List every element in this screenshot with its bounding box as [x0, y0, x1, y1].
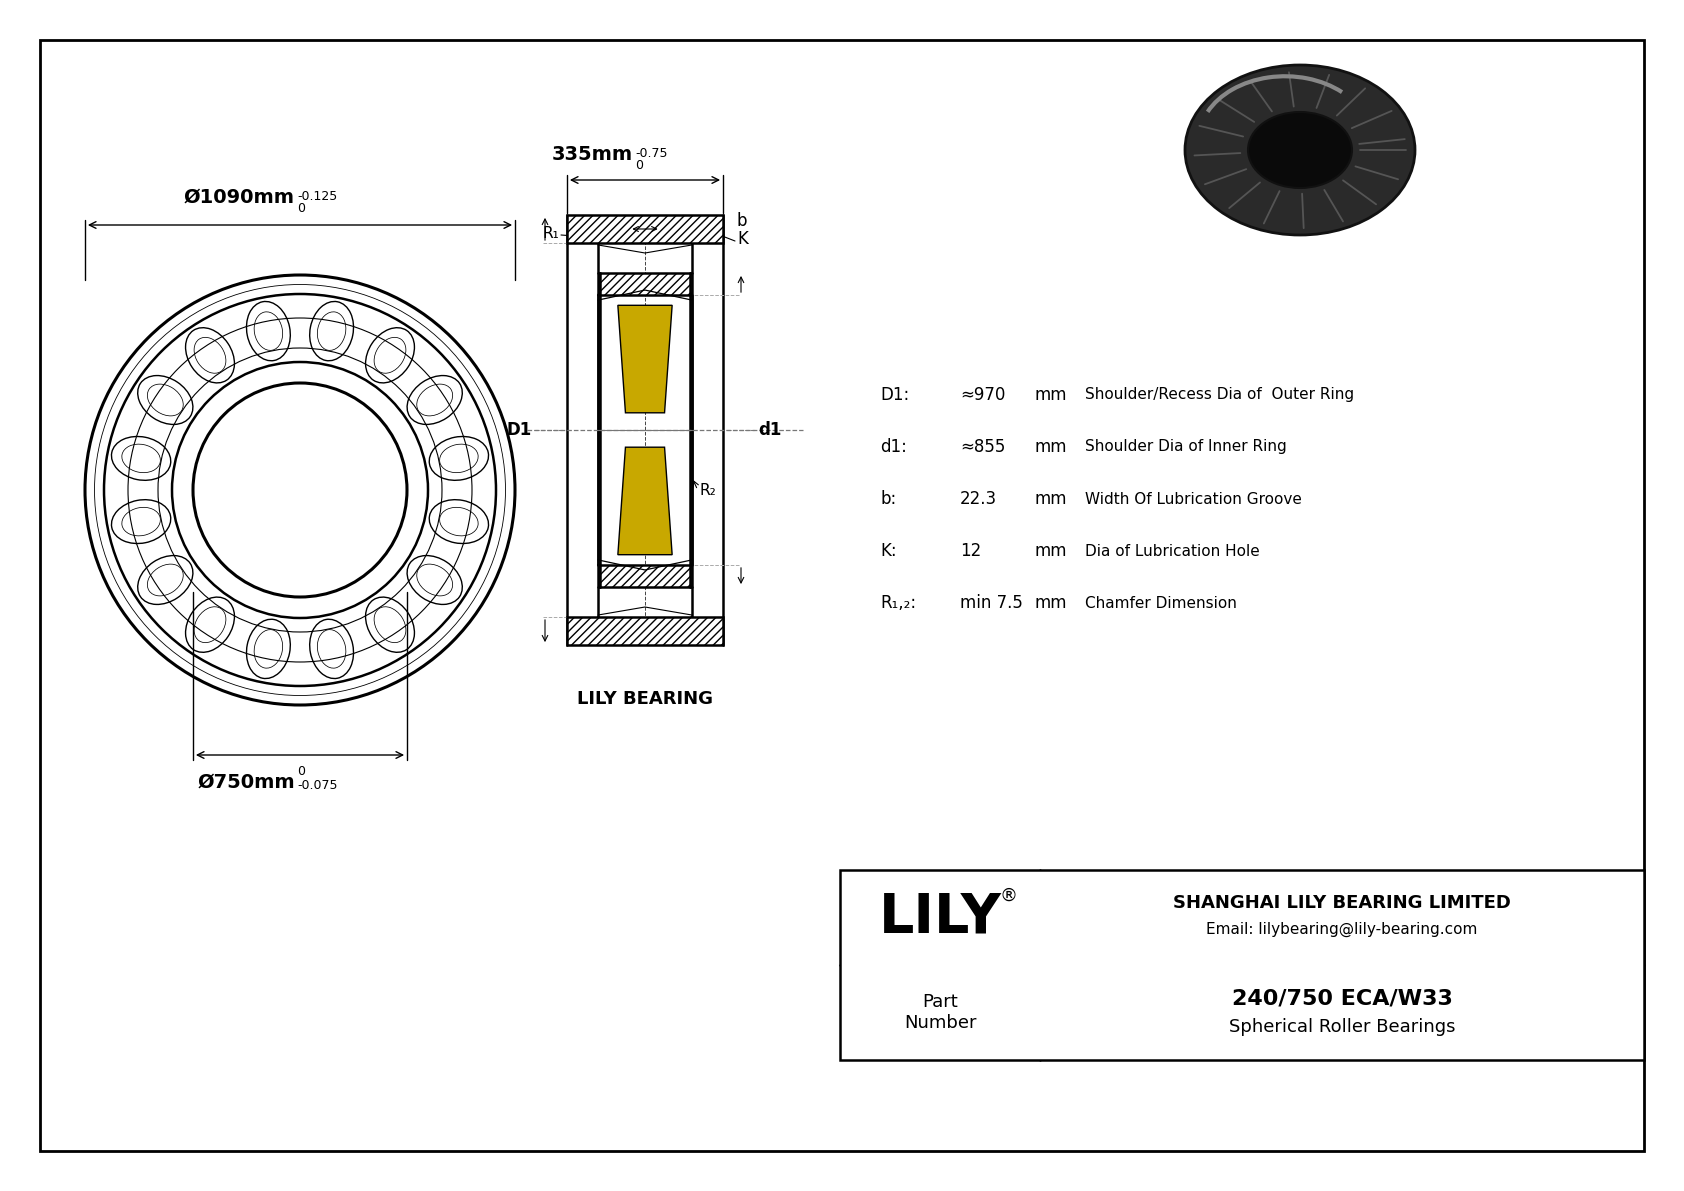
Text: Dia of Lubrication Hole: Dia of Lubrication Hole — [1084, 543, 1260, 559]
Bar — [840, 869, 1644, 1060]
Text: mm: mm — [1036, 438, 1068, 456]
Polygon shape — [618, 305, 672, 413]
Bar — [600, 273, 690, 295]
Text: -0.75: -0.75 — [635, 146, 667, 160]
Text: Width Of Lubrication Groove: Width Of Lubrication Groove — [1084, 492, 1302, 506]
Text: mm: mm — [1036, 542, 1068, 560]
Text: Shoulder Dia of Inner Ring: Shoulder Dia of Inner Ring — [1084, 439, 1287, 455]
Text: 0: 0 — [296, 765, 305, 778]
Text: Shoulder/Recess Dia of  Outer Ring: Shoulder/Recess Dia of Outer Ring — [1084, 387, 1354, 403]
Text: LILY: LILY — [879, 891, 1002, 944]
Text: 0: 0 — [635, 160, 643, 172]
Bar — [568, 617, 722, 646]
Text: D1:: D1: — [881, 386, 909, 404]
Text: R₁: R₁ — [542, 225, 559, 241]
Text: -0.125: -0.125 — [296, 191, 337, 202]
Text: D1: D1 — [507, 420, 532, 439]
Text: Ø1090mm: Ø1090mm — [184, 188, 295, 207]
Text: LILY BEARING: LILY BEARING — [578, 690, 712, 707]
Text: 12: 12 — [960, 542, 982, 560]
Text: d1: d1 — [758, 420, 781, 439]
Text: ≈855: ≈855 — [960, 438, 1005, 456]
Text: R₂: R₂ — [701, 482, 717, 498]
Text: K: K — [738, 230, 748, 248]
Text: Email: lilybearing@lily-bearing.com: Email: lilybearing@lily-bearing.com — [1206, 922, 1477, 937]
Bar — [600, 565, 690, 587]
Text: K:: K: — [881, 542, 896, 560]
Text: ≈970: ≈970 — [960, 386, 1005, 404]
Text: 22.3: 22.3 — [960, 490, 997, 509]
Text: mm: mm — [1036, 490, 1068, 509]
Text: -0.075: -0.075 — [296, 779, 337, 792]
Text: SHANGHAI LILY BEARING LIMITED: SHANGHAI LILY BEARING LIMITED — [1174, 894, 1511, 912]
Polygon shape — [618, 447, 672, 555]
Text: 335mm: 335mm — [552, 145, 633, 164]
Text: Chamfer Dimension: Chamfer Dimension — [1084, 596, 1236, 611]
Text: R₁,₂:: R₁,₂: — [881, 594, 916, 612]
Bar — [568, 216, 722, 243]
Ellipse shape — [1186, 66, 1415, 235]
Text: mm: mm — [1036, 386, 1068, 404]
Text: 240/750 ECA/W33: 240/750 ECA/W33 — [1231, 989, 1452, 1009]
Text: Ø750mm: Ø750mm — [197, 773, 295, 792]
Text: d1:: d1: — [881, 438, 908, 456]
Text: Spherical Roller Bearings: Spherical Roller Bearings — [1229, 1017, 1455, 1035]
Text: b: b — [738, 212, 748, 230]
Text: b:: b: — [881, 490, 896, 509]
Text: 0: 0 — [296, 202, 305, 216]
Ellipse shape — [1248, 112, 1352, 188]
Text: min 7.5: min 7.5 — [960, 594, 1022, 612]
Text: Part
Number: Part Number — [904, 993, 977, 1031]
Text: ®: ® — [999, 886, 1017, 904]
Text: mm: mm — [1036, 594, 1068, 612]
